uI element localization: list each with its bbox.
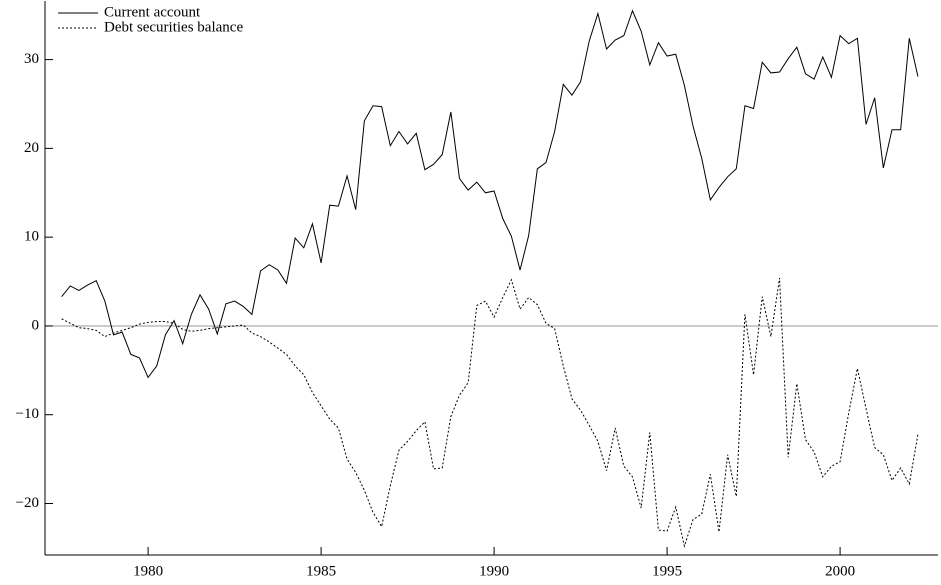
y-tick-label: 20 xyxy=(24,140,39,156)
legend-label: Debt securities balance xyxy=(104,19,243,35)
y-tick-label: 0 xyxy=(32,317,40,333)
y-tick-label: −10 xyxy=(16,406,39,422)
x-tick-label: 1995 xyxy=(652,563,682,579)
legend-label: Current account xyxy=(104,4,201,20)
series-line xyxy=(61,9,919,379)
x-tick-label: 1980 xyxy=(133,563,163,579)
y-tick-label: 10 xyxy=(24,229,39,245)
series-line xyxy=(61,277,919,549)
y-tick-label: −20 xyxy=(16,495,39,511)
x-tick-label: 1990 xyxy=(479,563,509,579)
y-tick-label: 30 xyxy=(24,51,39,67)
x-tick-label: 1985 xyxy=(306,563,336,579)
x-tick-label: 2000 xyxy=(825,563,855,579)
